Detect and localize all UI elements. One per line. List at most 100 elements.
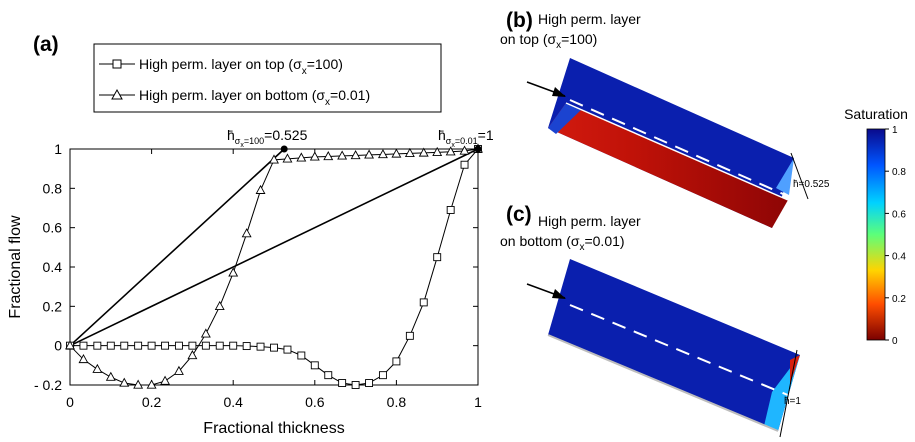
x-tick-label: 1 bbox=[474, 394, 482, 410]
blue-region-bottom bbox=[548, 259, 800, 431]
colorbar-tick-label: 0.6 bbox=[892, 209, 906, 220]
triangle-marker bbox=[241, 228, 252, 238]
square-marker bbox=[93, 341, 102, 350]
legend-entry-1: High perm. layer on top (σx=100) bbox=[139, 56, 343, 77]
square-marker bbox=[446, 206, 455, 214]
colorbar-tick-label: 0.4 bbox=[892, 252, 906, 263]
series-group bbox=[65, 143, 483, 389]
square-marker bbox=[188, 341, 197, 350]
square-marker bbox=[365, 379, 374, 387]
chart-a: 0 0.2 0.4 0.6 0.8 1- 0.200.20.40.60.81 bbox=[34, 141, 483, 410]
red-strip-bottom bbox=[790, 355, 800, 384]
x-axis-label: Fractional thickness bbox=[203, 420, 344, 437]
square-marker bbox=[338, 379, 347, 387]
saturation-map-bottom bbox=[547, 259, 800, 432]
x-tick-label: 0 bbox=[66, 394, 74, 410]
saturation-map-top bbox=[548, 58, 794, 228]
triangle-marker bbox=[173, 365, 184, 375]
base-line-bottom bbox=[547, 334, 779, 432]
triangle-marker bbox=[432, 146, 443, 156]
triangle-marker bbox=[309, 151, 320, 161]
square-marker bbox=[256, 342, 265, 351]
square-marker bbox=[242, 342, 251, 351]
edge-highlight-top bbox=[776, 158, 794, 195]
tangent-line bbox=[69, 148, 479, 347]
square-marker bbox=[405, 331, 414, 340]
triangle-marker bbox=[282, 153, 293, 163]
square-marker bbox=[215, 341, 224, 350]
triangle-marker bbox=[255, 184, 266, 194]
panel-b-title-line1: High perm. layer bbox=[538, 11, 641, 27]
height-bracket-b bbox=[790, 152, 809, 200]
triangle-marker bbox=[391, 148, 402, 158]
y-tick-label: 1 bbox=[54, 141, 62, 157]
square-marker bbox=[201, 341, 210, 350]
blue-wedge-top bbox=[548, 103, 581, 134]
triangle-marker bbox=[214, 300, 225, 310]
square-marker bbox=[161, 341, 170, 350]
x-tick-label: 0.4 bbox=[223, 394, 243, 410]
annotation-h-bottom: h̄σx=0.01=1 bbox=[438, 127, 494, 149]
colorbar-tick-label: 0.2 bbox=[892, 294, 906, 305]
dashed-line-bottom bbox=[569, 304, 796, 399]
square-marker bbox=[433, 253, 442, 262]
triangle-marker bbox=[105, 371, 116, 381]
square-marker bbox=[174, 341, 183, 350]
triangle-marker bbox=[364, 149, 375, 159]
triangle-marker bbox=[92, 363, 103, 373]
ticks: 0 0.2 0.4 0.6 0.8 1- 0.200.20.40.60.81 bbox=[34, 141, 482, 410]
square-marker bbox=[283, 345, 292, 354]
triangle-marker bbox=[146, 379, 157, 389]
triangle-marker bbox=[78, 353, 89, 364]
height-bracket-c bbox=[779, 349, 798, 438]
red-region-top bbox=[548, 103, 788, 228]
legend: High perm. layer on top (σx=100) High pe… bbox=[93, 43, 442, 113]
y-tick-label: 0 bbox=[54, 338, 62, 354]
panel-c-title-line2: on bottom (σx=0.01) bbox=[500, 233, 625, 253]
square-marker bbox=[270, 343, 278, 352]
colorbar-tick-label: 0 bbox=[892, 336, 898, 347]
legend-entry-2: High perm. layer on bottom (σx=0.01) bbox=[139, 87, 370, 108]
legend-box bbox=[93, 43, 442, 113]
y-tick-label: 0.4 bbox=[43, 259, 63, 275]
triangle-marker bbox=[269, 154, 279, 164]
dashed-line-top bbox=[569, 99, 791, 198]
square-marker bbox=[351, 381, 360, 389]
y-tick-label: 0.2 bbox=[43, 298, 63, 314]
triangle-marker bbox=[200, 328, 211, 338]
triangle-marker bbox=[160, 375, 171, 385]
colorbar-tick-label: 1 bbox=[892, 125, 898, 136]
triangle-marker bbox=[296, 152, 307, 162]
h-label-b: h̄=0.525 bbox=[793, 179, 830, 190]
x-tick-label: 0.6 bbox=[305, 394, 325, 410]
highlight-point bbox=[280, 145, 288, 153]
triangle-marker bbox=[337, 150, 348, 160]
y-tick-label: 0.8 bbox=[43, 180, 63, 196]
highlight-point bbox=[474, 145, 482, 153]
square-marker bbox=[419, 298, 428, 307]
triangle-marker bbox=[350, 150, 361, 160]
square-marker bbox=[378, 371, 387, 380]
arrowhead-b bbox=[552, 87, 566, 97]
y-tick-label: 0.6 bbox=[43, 220, 63, 236]
arrowhead-c bbox=[552, 289, 566, 299]
panel-c-title-line1: High perm. layer bbox=[538, 213, 641, 229]
colorbar-ticks: 1 0.8 0.6 0.4 0.2 0 bbox=[885, 125, 906, 347]
tangent-lines bbox=[69, 148, 479, 347]
triangle-marker bbox=[323, 151, 334, 161]
colorbar-title: Saturation bbox=[844, 106, 908, 122]
square-marker bbox=[324, 371, 333, 380]
legend-marker-square bbox=[112, 59, 122, 69]
square-marker bbox=[120, 341, 129, 350]
triangle-marker bbox=[404, 147, 415, 157]
interface-line-top bbox=[565, 102, 789, 201]
square-marker bbox=[147, 341, 156, 350]
triangle-marker bbox=[418, 147, 429, 157]
triangle-marker bbox=[459, 145, 470, 155]
annotation-h-top: h̄σx=100=0.525 bbox=[227, 127, 308, 149]
triangle-marker bbox=[187, 350, 198, 360]
colorbar-tick-label: 0.8 bbox=[892, 167, 906, 178]
panel-b-label: (b) bbox=[506, 9, 533, 32]
legend-marker-triangle bbox=[111, 88, 123, 100]
square-marker bbox=[297, 351, 306, 360]
